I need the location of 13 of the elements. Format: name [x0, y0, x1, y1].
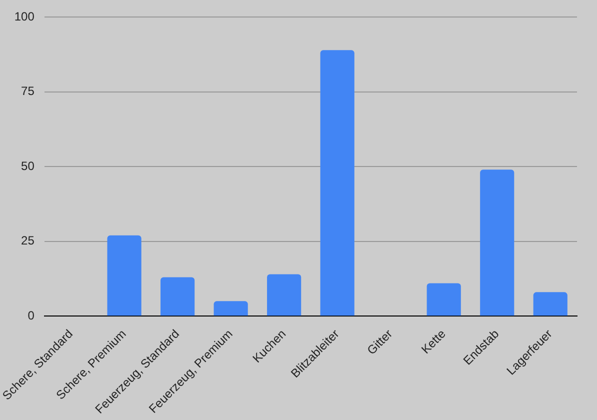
bar: [480, 170, 514, 316]
y-tick-label: 100: [14, 10, 35, 24]
bar: [426, 283, 461, 316]
bar: [267, 274, 302, 316]
bar: [214, 301, 248, 316]
y-tick-label: 75: [21, 84, 35, 98]
bar: [160, 277, 195, 316]
y-tick-label: 25: [21, 234, 35, 248]
bar: [320, 50, 354, 316]
bar: [107, 235, 142, 316]
bar: [533, 292, 568, 316]
y-tick-label: 50: [21, 158, 35, 173]
y-tick-label: 0: [28, 308, 35, 322]
